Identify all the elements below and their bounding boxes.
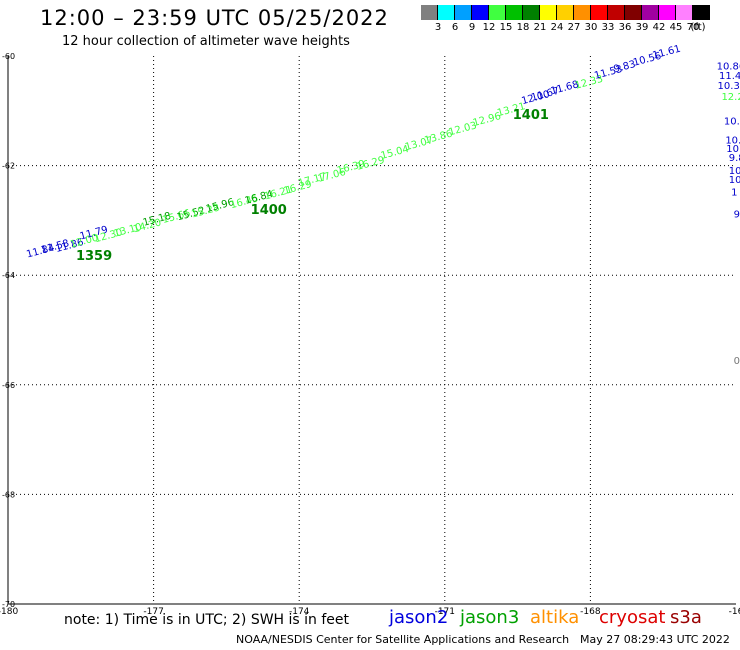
- latitude-tick-label: -70: [2, 600, 15, 609]
- legend-swatch: [540, 5, 557, 20]
- legend-swatch: [557, 5, 574, 20]
- legend-label: 15: [499, 22, 513, 33]
- satellite-jason3: jason3: [460, 607, 520, 628]
- edge-wave-height-label: 9: [734, 210, 740, 221]
- longitude-tick-label: -174: [289, 607, 310, 617]
- page-title: 12:00 – 23:59 UTC 05/25/2022: [40, 6, 389, 30]
- note-text: note: 1) Time is in UTC; 2) SWH is in fe…: [64, 612, 350, 628]
- legend-label: 24: [550, 22, 564, 33]
- edge-wave-height-label: 0: [734, 356, 740, 367]
- satellite-cryosat: cryosat: [599, 607, 666, 628]
- grid-layer: [7, 56, 736, 605]
- legend-unit: (ft): [690, 22, 706, 33]
- legend-label: 27: [567, 22, 581, 33]
- legend-label: 6: [451, 22, 459, 33]
- satellite-s3a: s3a: [670, 607, 702, 628]
- time-label: 1401: [513, 108, 549, 123]
- edge-wave-height-label: 12.24: [721, 92, 740, 103]
- latitude-tick-label: -66: [2, 381, 15, 390]
- legend-swatch: [489, 5, 506, 20]
- latitude-tick-label: -68: [2, 490, 15, 499]
- legend-swatch: [506, 5, 523, 20]
- legend-labels: 3 6 9 12 15 18 21 24 27 30 33 36 39 42 45 70 (ft): [421, 20, 710, 34]
- credit-text: NOAA/NESDIS Center for Satellite Applica…: [236, 633, 570, 646]
- legend-label: 3: [434, 22, 442, 33]
- legend-swatch: [608, 5, 625, 20]
- legend-swatch: [455, 5, 472, 20]
- legend-swatch: [438, 5, 455, 20]
- legend-swatch: [523, 5, 540, 20]
- edge-wave-height-label: 10: [729, 166, 740, 177]
- legend-label: 12: [482, 22, 496, 33]
- edge-wave-height-label: 10.86: [717, 62, 740, 73]
- edge-wave-height-label: 10.26: [724, 117, 740, 128]
- satellite-altika: altika: [530, 607, 580, 628]
- legend-swatch: [472, 5, 489, 20]
- legend-swatch: [625, 5, 642, 20]
- legend-label: 42: [652, 22, 666, 33]
- edge-wave-height-label: 10.33: [718, 81, 740, 92]
- legend-label: 45: [669, 22, 683, 33]
- longitude-tick-label: -16: [729, 607, 740, 617]
- edge-wave-height-label: 11.42: [719, 71, 740, 82]
- legend-label: 9: [468, 22, 476, 33]
- edge-wave-height-label: 10: [729, 175, 740, 186]
- longitude-tick-label: -177: [143, 607, 163, 617]
- edge-wave-height-label: 10.1: [725, 136, 740, 147]
- legend-label: 21: [533, 22, 547, 33]
- tick-labels: -180 -177 -174 -171 -168 -16 -60 -62 -64 -66 -68 -7…: [0, 52, 740, 617]
- legend-swatch: [659, 5, 676, 20]
- longitude-tick-label: -168: [580, 607, 601, 617]
- legend-swatch: [591, 5, 608, 20]
- latitude-tick-label: -60: [2, 52, 15, 61]
- legend-label: 39: [635, 22, 649, 33]
- legend-label: 70: [686, 22, 700, 33]
- legend-swatch: [642, 5, 659, 20]
- legend-label: 30: [584, 22, 598, 33]
- edge-wave-height-label: 1: [731, 188, 737, 199]
- legend-label: 18: [516, 22, 530, 33]
- time-label: 1400: [251, 203, 287, 218]
- legend-label: 36: [618, 22, 632, 33]
- legend-label: 33: [601, 22, 615, 33]
- longitude-tick-label: -171: [435, 607, 455, 617]
- wave-height-legend: 3 6 9 12 15 18 21 24 27 30 33 36 39 42 45 70 (ft): [421, 5, 710, 34]
- legend-swatch: [676, 5, 693, 20]
- wave-height-label: 11.61: [651, 44, 682, 62]
- legend-swatch: [693, 5, 710, 20]
- page-subtitle: 12 hour collection of altimeter wave hei…: [62, 34, 350, 49]
- generated-timestamp: May 27 08:29:43 UTC 2022: [580, 633, 730, 646]
- longitude-tick-label: -180: [0, 607, 18, 617]
- track-labels: 11.8411.5811.8612.0011.7912.3013.1014.20…: [25, 44, 740, 367]
- satellite-jason2: jason2: [389, 607, 449, 628]
- legend-swatches: [421, 5, 710, 20]
- legend-swatch: [421, 5, 438, 20]
- edge-wave-height-label: 9.8: [729, 153, 740, 164]
- latitude-tick-label: -64: [2, 271, 15, 280]
- legend-swatch: [574, 5, 591, 20]
- edge-wave-height-label: 10.6: [726, 144, 740, 155]
- latitude-tick-label: -62: [2, 162, 15, 171]
- time-label: 1359: [76, 249, 112, 264]
